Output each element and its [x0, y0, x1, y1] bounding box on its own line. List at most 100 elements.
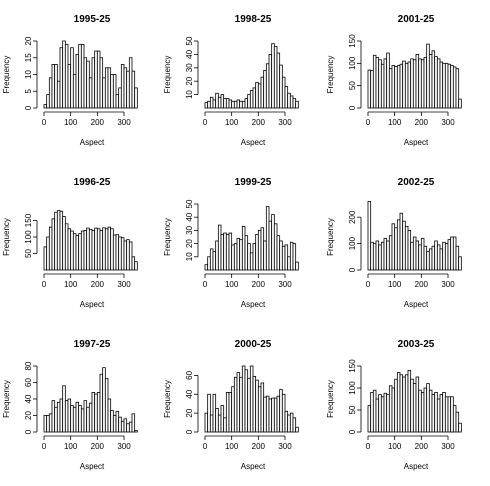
histogram-bar — [83, 229, 88, 271]
x-tick-label: 300 — [117, 442, 131, 451]
histogram-bar — [118, 236, 122, 271]
x-tick-label: 100 — [225, 280, 239, 289]
histogram-bar — [372, 243, 377, 271]
histogram-bar — [72, 233, 77, 271]
histogram-bar — [43, 104, 48, 109]
histogram-bar — [263, 70, 267, 109]
histogram-bar — [134, 87, 138, 109]
histogram-bar — [391, 387, 396, 433]
histogram-bar — [255, 233, 259, 271]
histogram-bar — [279, 64, 283, 109]
y-tick-label: 0 — [348, 105, 357, 110]
x-axis-label: Aspect — [241, 300, 266, 309]
x-tick-label: 300 — [278, 442, 292, 451]
histogram-bar — [75, 234, 80, 271]
histogram-bar — [102, 367, 106, 433]
histogram-bar — [271, 43, 275, 109]
histogram-bar — [370, 70, 374, 109]
histogram-bar — [396, 65, 401, 109]
y-tick-label: 50 — [348, 405, 357, 414]
histogram-bar — [43, 246, 48, 271]
histogram-bar — [94, 227, 98, 271]
x-tick-label: 200 — [415, 118, 429, 127]
histogram-bar — [94, 50, 98, 109]
histogram-bar — [255, 379, 259, 433]
x-tick-label: 0 — [203, 280, 208, 289]
histogram-bar — [263, 240, 267, 271]
y-tick-label: 50 — [24, 249, 33, 258]
histogram-bar — [428, 54, 433, 109]
histogram-bar — [112, 415, 117, 433]
histogram-bar — [260, 76, 265, 109]
histogram-bar — [426, 251, 430, 271]
histogram-bar — [431, 394, 436, 433]
x-axis-label: Aspect — [404, 462, 429, 471]
histogram-bar — [64, 223, 69, 271]
histogram-bar — [458, 422, 462, 433]
histogram-bar — [375, 398, 380, 433]
histogram-bar — [263, 396, 267, 433]
histogram-bar — [48, 226, 53, 271]
histogram-bar — [292, 417, 297, 433]
y-tick-label: 20 — [24, 411, 33, 420]
histogram-bar — [271, 397, 275, 433]
histogram-bar — [284, 86, 289, 109]
histogram-bar — [372, 389, 377, 433]
histogram-bar — [394, 66, 398, 109]
histogram-bar — [391, 65, 396, 109]
y-tick-label: 50 — [185, 199, 194, 208]
histogram-bar — [444, 62, 449, 109]
y-tick-label: 20 — [185, 239, 194, 248]
histogram-bar — [43, 415, 48, 433]
histogram-bar — [423, 57, 428, 109]
histogram-bar — [450, 396, 454, 433]
chart-title: 1997-25 — [74, 339, 111, 350]
histogram-bar — [284, 410, 289, 433]
histogram-bar — [134, 429, 138, 433]
histogram-bar — [115, 94, 120, 109]
histogram-bar — [102, 227, 106, 271]
histogram-bar — [67, 228, 72, 271]
y-tick-label: 0 — [348, 267, 357, 272]
y-tick-label: 150 — [348, 359, 357, 373]
histogram-bar — [447, 63, 452, 109]
histogram-bar — [396, 219, 401, 271]
x-tick-label: 200 — [252, 118, 266, 127]
histogram-bar — [436, 398, 441, 433]
histogram-bar — [410, 58, 414, 109]
histogram-bar — [407, 61, 412, 109]
histogram-bar — [62, 385, 66, 433]
histogram-bar — [255, 82, 259, 109]
histogram-bar — [273, 397, 278, 433]
histogram-bar — [412, 59, 417, 109]
x-tick-label: 200 — [91, 442, 105, 451]
histogram-bar — [388, 68, 393, 109]
y-tick-label: 20 — [24, 36, 33, 45]
histogram-bar — [452, 236, 457, 271]
histogram-bar — [415, 54, 420, 109]
y-tick-label: 0 — [348, 429, 357, 434]
y-tick-label: 15 — [24, 53, 33, 62]
histogram-bar — [404, 374, 409, 433]
x-tick-label: 0 — [203, 442, 208, 451]
histogram-bar — [265, 395, 270, 433]
histogram-bar — [455, 68, 460, 109]
histogram-bar — [434, 56, 438, 109]
panel-1998-25: 1998-25 0 100 200 300 Aspect 10 20 30 40 50 Frequen… — [163, 14, 299, 147]
histogram-bar — [94, 393, 98, 433]
y-axis-label: Frequency — [163, 56, 172, 94]
histogram-bar — [281, 76, 286, 109]
histogram-bar — [281, 245, 286, 271]
histogram-bar — [394, 227, 398, 271]
histogram-bar — [118, 416, 122, 433]
histogram-bar — [104, 377, 109, 433]
histogram-bar — [287, 414, 291, 433]
histogram-bar — [120, 420, 125, 433]
histogram-bar — [375, 240, 380, 271]
x-tick-label: 200 — [91, 280, 105, 289]
histogram-bar — [279, 389, 283, 433]
histogram-bar — [426, 383, 430, 433]
histogram-bar — [78, 233, 82, 271]
histogram-bar — [295, 261, 299, 271]
